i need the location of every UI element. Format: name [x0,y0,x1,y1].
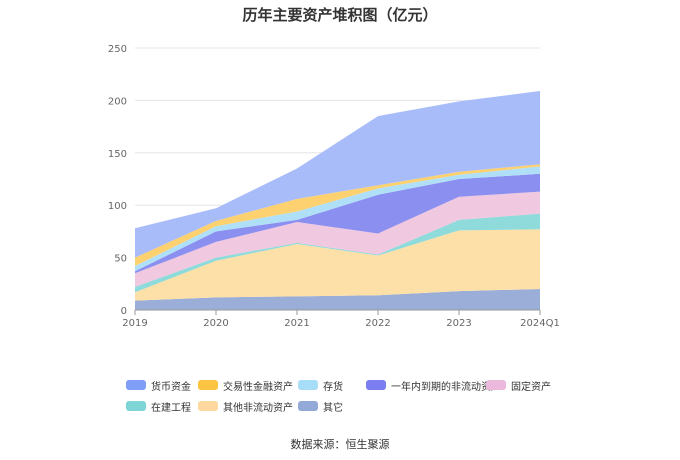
legend-item[interactable]: 货币资金 [126,378,191,393]
legend-label: 在建工程 [151,402,191,414]
legend-label: 货币资金 [151,381,191,393]
legend-item[interactable]: 其他非流动资产 [198,399,293,414]
area-4 [135,173,540,274]
area-series [135,91,540,310]
legend-item[interactable]: 固定资产 [486,378,551,393]
legend-swatch [298,380,318,390]
y-tick-label: 0 [121,306,127,317]
data-source-note: 数据来源：恒生聚源 [290,438,390,451]
y-tick-label: 200 [108,96,127,107]
legend-swatch [366,380,386,390]
legend-label: 固定资产 [511,381,551,393]
legend-swatch [126,401,146,411]
legend-item[interactable]: 其它 [298,399,343,414]
x-tick-label: 2024Q1 [520,318,560,329]
area-0 [135,289,540,310]
legend-swatch [126,380,146,390]
x-tick-label: 2021 [284,318,309,329]
legend-swatch [198,380,218,390]
x-tick-label: 2022 [365,318,390,329]
legend-swatch [486,380,506,390]
legend-swatch [198,401,218,411]
area-3 [135,191,540,287]
legend-label: 其他非流动资产 [223,402,293,414]
axes: 0 50 100 150 200 250 2019 2020 2021 2022 2023 2024Q… [108,44,560,329]
area-7 [135,91,540,258]
y-tick-label: 50 [114,254,127,265]
y-tick-label: 150 [108,149,127,160]
x-tick-label: 2020 [203,318,228,329]
legend-swatch [298,401,318,411]
y-tick-label: 250 [108,44,127,55]
y-tick-label: 100 [108,201,127,212]
legend-item[interactable]: 交易性金融资产 [198,378,293,393]
legend-label: 其它 [323,402,343,414]
chart-title: 历年主要资产堆积图（亿元） [242,6,438,24]
legend-label: 交易性金融资产 [223,381,293,393]
legend-label: 存货 [323,381,343,393]
legend-item[interactable]: 存货 [298,378,343,393]
area-1 [135,229,540,301]
x-tick-label: 2023 [446,318,471,329]
legend-item[interactable]: 一年内到期的非流动资产 [366,378,501,393]
legend-label: 一年内到期的非流动资产 [391,381,501,393]
x-tick-label: 2019 [122,318,147,329]
legend-item[interactable]: 在建工程 [126,399,191,414]
area-2 [135,213,540,293]
